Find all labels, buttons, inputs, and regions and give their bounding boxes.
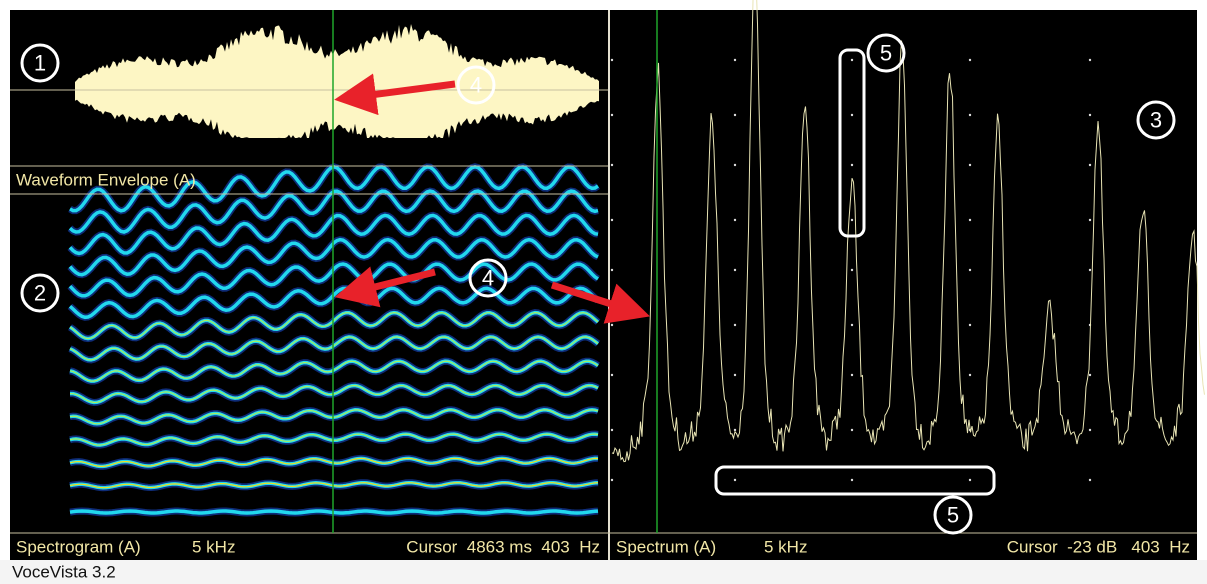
grid-dot — [733, 478, 737, 482]
grid-dot — [968, 218, 972, 222]
annotation-circle — [866, 33, 906, 73]
harmonic — [69, 509, 599, 515]
harmonic-core — [70, 384, 599, 404]
annotation-circle — [1136, 100, 1176, 140]
annotation-circle — [20, 43, 60, 83]
grid-dot — [850, 163, 854, 167]
grid-dot — [968, 323, 972, 327]
grid-dot — [610, 113, 614, 117]
grid-dot — [850, 113, 854, 117]
arrows — [334, 73, 650, 324]
harmonic-core — [69, 457, 599, 467]
annotation-number: 3 — [1150, 108, 1162, 133]
harmonic-core — [69, 336, 599, 361]
spectrum-curve — [611, 0, 1205, 463]
grid-dot — [733, 428, 737, 432]
grid-dot — [1088, 113, 1092, 117]
grid-dot — [610, 323, 614, 327]
harmonic — [69, 164, 599, 213]
grid-dot — [733, 113, 737, 117]
grid-dot — [968, 373, 972, 377]
grid-dot — [610, 58, 614, 62]
grid-dot — [968, 58, 972, 62]
grid-dot — [968, 268, 972, 272]
grid-dot — [610, 163, 614, 167]
annotation-number: 5 — [947, 503, 959, 528]
grid-dot — [610, 268, 614, 272]
highlight-boxes — [714, 48, 996, 496]
grid-dot — [1088, 373, 1092, 377]
grid-dot — [733, 373, 737, 377]
grid-dot — [968, 478, 972, 482]
grid-dot — [850, 58, 854, 62]
grid-dot — [850, 373, 854, 377]
grid-dot — [733, 163, 737, 167]
harmonic — [68, 237, 599, 277]
annotation-number: 1 — [34, 51, 46, 76]
harmonic — [68, 262, 599, 298]
grid-dot — [733, 323, 737, 327]
annotation-circle — [933, 495, 973, 535]
annotation-number: 2 — [34, 281, 46, 306]
annotation-number: 4 — [470, 73, 482, 98]
harmonic — [68, 286, 600, 320]
grid-dot — [850, 478, 854, 482]
harmonic-core — [69, 409, 599, 425]
grid-dot — [1088, 428, 1092, 432]
range-label: 5 kHz — [192, 537, 235, 556]
annotation-circle — [468, 258, 508, 298]
grid-dot — [733, 218, 737, 222]
grid-dot — [610, 373, 614, 377]
harmonic — [68, 189, 599, 234]
grid-dot — [610, 218, 614, 222]
spectrogram-view — [67, 163, 601, 517]
grid-dot — [850, 323, 854, 327]
grid-dot — [1088, 268, 1092, 272]
annotation-circle — [20, 273, 60, 313]
spectrum-view — [610, 0, 1205, 482]
grid-dot — [733, 58, 737, 62]
annotation-number: 5 — [880, 41, 892, 66]
right-panel — [610, 10, 1197, 560]
panel-label: Spectrum (A) — [616, 537, 716, 556]
grid-dot — [1088, 478, 1092, 482]
harmonic — [68, 213, 599, 256]
grid-dot — [1088, 218, 1092, 222]
cursor-readout: Cursor 4863 ms 403 Hz — [406, 537, 600, 556]
harmonic-core — [69, 311, 599, 340]
grid-dot — [850, 268, 854, 272]
annotations: 1 2 3 4 4 5 5 — [20, 33, 1176, 535]
grid-dot — [1088, 58, 1092, 62]
grid-dot — [610, 478, 614, 482]
harmonic-core — [69, 360, 599, 382]
annotation-number: 4 — [482, 266, 494, 291]
cursor-readout: Cursor -23 dB 403 Hz — [1007, 537, 1190, 556]
grid-dot — [968, 113, 972, 117]
grid-dot — [850, 218, 854, 222]
footer-bar — [0, 560, 1207, 584]
grid-dot — [850, 428, 854, 432]
grid-dot — [968, 163, 972, 167]
app-title: VoceVista 3.2 — [12, 562, 116, 581]
annotation-circle — [456, 65, 496, 105]
panel-label: Waveform Envelope (A) — [16, 170, 196, 189]
harmonic-core — [69, 482, 599, 489]
harmonic-core — [69, 433, 599, 446]
panel-label: Spectrogram (A) — [16, 537, 141, 556]
grid-dot — [1088, 163, 1092, 167]
grid-dot — [610, 428, 614, 432]
range-label: 5 kHz — [764, 537, 807, 556]
grid-dot — [733, 268, 737, 272]
